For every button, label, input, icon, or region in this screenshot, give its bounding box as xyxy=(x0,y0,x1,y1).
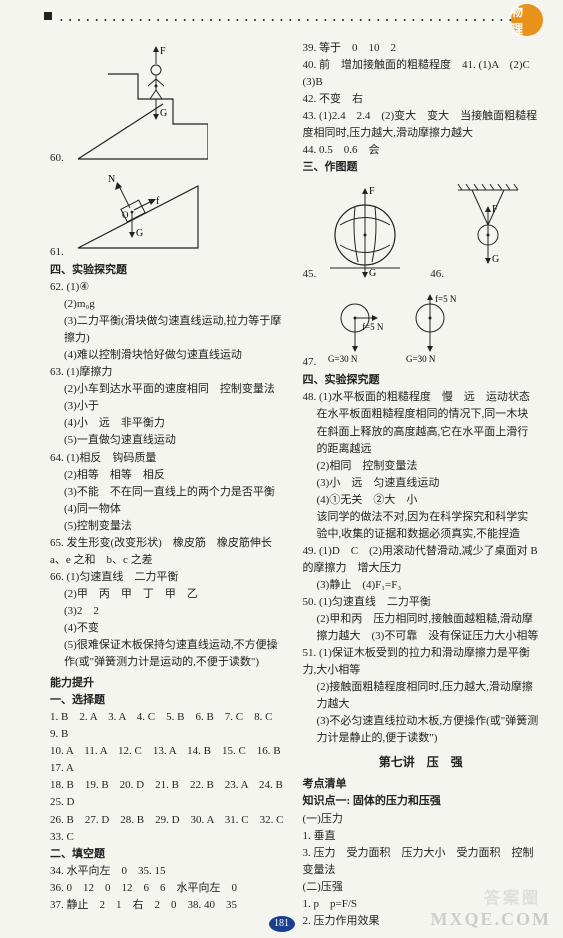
q51: 51. (1)保证木板受到的拉力和滑动摩擦力是平衡力,大小相等 xyxy=(303,645,540,679)
q42: 42. 不变 右 xyxy=(303,91,540,108)
q63-c: (3)小于 xyxy=(50,398,287,415)
choice-row-2: 10. A 11. A 12. C 13. A 14. B 15. C 16. … xyxy=(50,743,287,777)
fill-1: 34. 水平向左 0 35. 15 xyxy=(50,863,287,880)
q65: 65. 发生形变(改变形状) 橡皮筋 橡皮筋伸长 a、e 之和 b、c 之差 xyxy=(50,535,287,569)
q63-b: (2)小车到达水平面的速度相同 控制变量法 xyxy=(50,381,287,398)
fig47-g-right: G=30 N xyxy=(406,354,436,364)
draw-title: 三、作图题 xyxy=(303,159,540,176)
header-dots: • • • • • • • • • • • • • • • • • • • • … xyxy=(60,16,523,25)
q50-b: (2)甲和丙 压力相同时,接触面越粗糙,滑动摩擦力越大 (3)不可靠 没有保证压… xyxy=(303,611,540,645)
q43: 43. (1)2.4 2.4 (2)变大 变大 当接触面粗糙程度相同时,压力越大… xyxy=(303,108,540,142)
svg-text:F: F xyxy=(492,204,498,215)
fig60-label: 60. xyxy=(50,152,64,164)
sec4-title: 四、实验探究题 xyxy=(50,262,287,279)
fill-title: 二、填空题 xyxy=(50,846,287,863)
q50: 50. (1)匀速直线 二力平衡 xyxy=(303,594,540,611)
fig45-svg: F G xyxy=(320,180,410,280)
q51-b: (2)接触面粗糙程度相同时,压力越大,滑动摩擦力越大 xyxy=(303,679,540,713)
left-column: 60. F xyxy=(50,40,287,930)
q48-c: (2)相同 控制变量法 xyxy=(303,458,540,475)
q64-b: (2)相等 相等 相反 xyxy=(50,467,287,484)
fig61-label: 61. xyxy=(50,246,64,258)
fill-2: 36. 0 12 0 12 6 6 水平向左 0 xyxy=(50,880,287,897)
svg-text:G: G xyxy=(369,268,376,279)
figure-61: 61. N f G O xyxy=(50,168,287,258)
fig47-svg: f=5 N G=30 N f=5 N G=30 N xyxy=(320,288,490,368)
fill-3: 37. 静止 2 1 右 2 0 38. 40 35 xyxy=(50,897,287,914)
right-column: 39. 等于 0 10 2 40. 前 增加接触面的粗糙程度 41. (1)A … xyxy=(303,40,540,930)
figure-47: 47. f=5 N G=30 N f=5 N xyxy=(303,288,540,368)
choice-row-4: 26. B 27. D 28. B 29. D 30. A 31. C 32. … xyxy=(50,812,287,846)
svg-text:F: F xyxy=(369,186,375,197)
page-number: 181 xyxy=(269,916,295,932)
fig60-svg: F G xyxy=(68,44,208,164)
r-sec4-title: 四、实验探究题 xyxy=(303,372,540,389)
kp1-a1: 1. 垂直 xyxy=(303,828,540,845)
q48-d: (3)小 远 匀速直线运动 xyxy=(303,475,540,492)
q62-num: 62. (1)④ xyxy=(50,279,287,296)
q49-b: (3)静止 (4)F₁=F₃ xyxy=(303,577,540,594)
kd-title: 考点清单 xyxy=(303,776,540,793)
choice-row-3: 18. B 19. B 20. D 21. B 22. B 23. A 24. … xyxy=(50,777,287,811)
svg-text:O: O xyxy=(122,210,129,220)
q48-f: 该同学的做法不对,因为在科学探究和科学实验中,收集的证据和数据必须真实,不能捏造 xyxy=(303,509,540,543)
lecture-title: 第七讲 压 强 xyxy=(303,753,540,770)
q63: 63. (1)摩擦力 xyxy=(50,364,287,381)
fig47-f-left: f=5 N xyxy=(362,322,384,332)
q39: 39. 等于 0 10 2 xyxy=(303,40,540,57)
choice-row-1: 1. B 2. A 3. A 4. C 5. B 6. B 7. C 8. C … xyxy=(50,709,287,743)
fig60-G-label: G xyxy=(160,108,167,119)
q49: 49. (1)D C (2)用滚动代替滑动,减少了桌面对 B 的摩擦力 增大压力 xyxy=(303,543,540,577)
q64-e: (5)控制变量法 xyxy=(50,518,287,535)
fig47-g-left: G=30 N xyxy=(328,354,358,364)
figs-45-46: 45. F xyxy=(303,176,540,284)
page-root: • • • • • • • • • • • • • • • • • • • • … xyxy=(0,0,563,938)
q64-c: (3)不能 不在同一直线上的两个力是否平衡 xyxy=(50,484,287,501)
q66-b: (2)甲 丙 甲 丁 甲 乙 xyxy=(50,586,287,603)
q48: 48. (1)水平板面的粗糙程度 慢 远 运动状态 xyxy=(303,389,540,406)
upgrade-title: 能力提升 xyxy=(50,675,287,692)
q66: 66. (1)匀速直线 二力平衡 xyxy=(50,569,287,586)
figure-46: 46. xyxy=(430,180,528,280)
q66-d: (4)不变 xyxy=(50,620,287,637)
fig46-svg: F G xyxy=(448,180,528,280)
q48-b: 在水平板面粗糙程度相同的情况下,同一木块在斜面上释放的高度越高,它在水平面上滑行… xyxy=(303,406,540,457)
q48-e: (4)①无关 ②大 小 xyxy=(303,492,540,509)
choice-title: 一、选择题 xyxy=(50,692,287,709)
q66-e: (5)很难保证木板保持匀速直线运动,不方便操作(或"弹簧测力计是运动的,不便于读… xyxy=(50,637,287,671)
q63-e: (5)一直做匀速直线运动 xyxy=(50,432,287,449)
svg-text:N: N xyxy=(108,174,115,185)
figure-60: 60. F xyxy=(50,44,287,164)
fig61-svg: N f G O xyxy=(68,168,208,258)
fig47-f-right: f=5 N xyxy=(435,294,457,304)
q64-d: (4)同一物体 xyxy=(50,501,287,518)
q44: 44. 0.5 0.6 会 xyxy=(303,142,540,159)
q64: 64. (1)相反 钩码质量 xyxy=(50,450,287,467)
q63-d: (4)小 远 非平衡力 xyxy=(50,415,287,432)
q62-d: (4)难以控制滑块恰好做匀速直线运动 xyxy=(50,347,287,364)
q40-41: 40. 前 增加接触面的粗糙程度 41. (1)A (2)C (3)B xyxy=(303,57,540,91)
watermark-sub: 答案圈 xyxy=(484,884,541,908)
header-square xyxy=(44,12,52,20)
kp1-a3: 3. 压力 受力面积 压力大小 受力面积 控制变量法 xyxy=(303,845,540,879)
fig60-F-label: F xyxy=(160,46,166,57)
q62-c: (3)二力平衡(滑块做匀速直线运动,拉力等于摩擦力) xyxy=(50,313,287,347)
fig45-label: 45. xyxy=(303,268,317,280)
kp1-b2: 2. 压力作用效果 xyxy=(303,913,540,930)
subject-badge: 物 理 xyxy=(511,4,543,36)
svg-text:G: G xyxy=(492,254,499,265)
fig47-label: 47. xyxy=(303,356,317,368)
kp1-a: (一)压力 xyxy=(303,811,540,828)
q51-c: (3)不必匀速直线拉动木板,方便操作(或"弹簧测力计是静止的,便于读数") xyxy=(303,713,540,747)
q66-c: (3)2 2 xyxy=(50,603,287,620)
columns: 60. F xyxy=(50,40,539,930)
q62-b: (2)m₀g xyxy=(50,296,287,313)
figure-45: 45. F xyxy=(303,180,411,280)
fig46-label: 46. xyxy=(430,268,444,280)
kp1-title: 知识点一: 固体的压力和压强 xyxy=(303,793,540,810)
svg-text:G: G xyxy=(136,228,143,239)
